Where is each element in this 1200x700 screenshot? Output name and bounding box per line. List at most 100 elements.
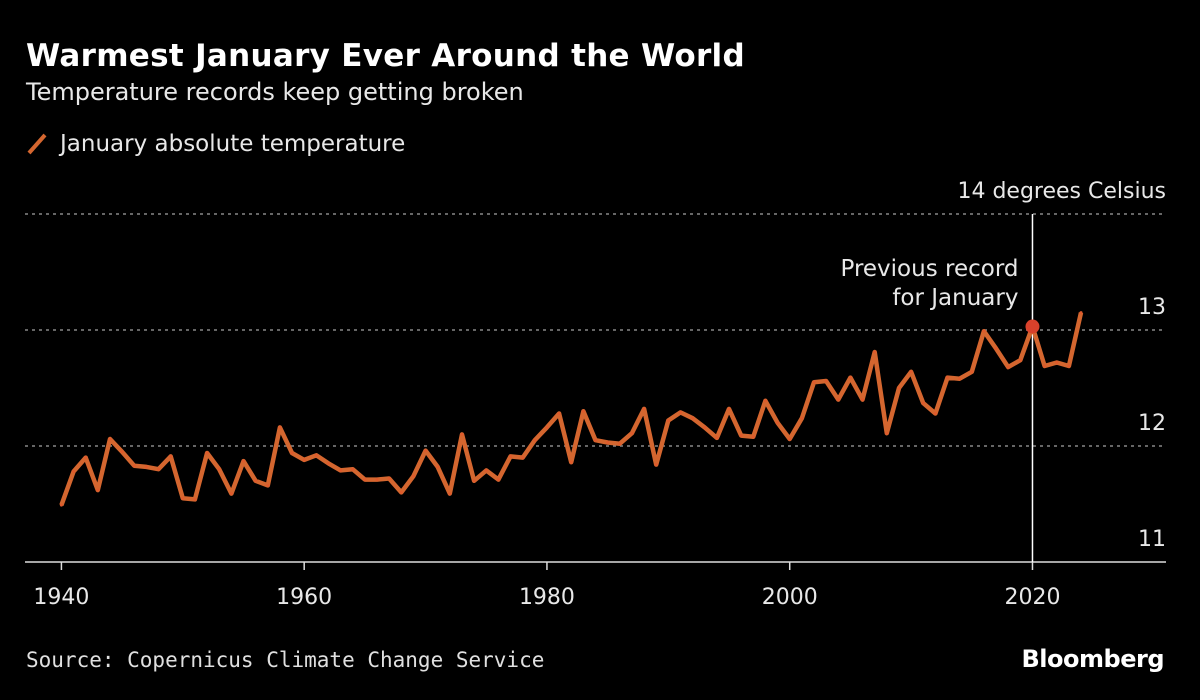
y-tick-label: 11 <box>1138 527 1166 552</box>
annotation-text-line1: Previous record <box>840 256 1018 282</box>
data-point <box>1079 311 1083 315</box>
data-point <box>533 438 537 442</box>
data-point <box>217 467 221 471</box>
data-point <box>157 467 161 471</box>
data-point <box>545 425 549 429</box>
data-point <box>800 416 804 420</box>
data-point <box>897 386 901 390</box>
data-point <box>824 379 828 383</box>
data-point <box>1055 360 1059 364</box>
data-point <box>921 401 925 405</box>
data-point <box>1006 365 1010 369</box>
annotation-text-line2: for January <box>892 285 1018 311</box>
data-point <box>703 425 707 429</box>
y-tick-label: 12 <box>1138 411 1166 436</box>
data-point <box>776 421 780 425</box>
data-point <box>958 377 962 381</box>
data-point <box>72 470 76 474</box>
data-point <box>509 454 513 458</box>
data-point <box>691 416 695 420</box>
data-point <box>436 465 440 469</box>
data-point <box>763 399 767 403</box>
data-point <box>84 456 88 460</box>
data-point <box>241 459 245 463</box>
data-point <box>666 418 670 422</box>
data-point <box>557 412 561 416</box>
data-point <box>848 376 852 380</box>
data-point <box>606 441 610 445</box>
data-point <box>678 410 682 414</box>
data-point <box>994 347 998 351</box>
data-point <box>302 458 306 462</box>
data-point <box>339 468 343 472</box>
data-point <box>290 451 294 455</box>
data-point <box>399 490 403 494</box>
data-point <box>861 398 865 402</box>
data-point <box>120 450 124 454</box>
data-point <box>278 425 282 429</box>
legend-label: January absolute temperature <box>60 131 406 157</box>
data-point <box>946 376 950 380</box>
data-point <box>484 468 488 472</box>
data-point <box>363 478 367 482</box>
data-point <box>909 370 913 374</box>
data-point <box>351 467 355 471</box>
bloomberg-logo: Bloomberg <box>1021 645 1165 673</box>
data-point <box>836 398 840 402</box>
data-point <box>788 437 792 441</box>
x-tick-label: 2000 <box>762 585 818 610</box>
x-tick-label: 1960 <box>276 585 332 610</box>
data-point <box>132 464 136 468</box>
legend-line-icon <box>27 133 47 155</box>
y-tick-label: 13 <box>1138 295 1166 320</box>
source-note: Source: Copernicus Climate Change Servic… <box>26 648 545 672</box>
data-point <box>812 380 816 384</box>
data-point <box>108 437 112 441</box>
data-point <box>751 435 755 439</box>
data-point <box>326 461 330 465</box>
legend: January absolute temperature <box>26 131 405 157</box>
data-point <box>229 492 233 496</box>
data-point <box>460 432 464 436</box>
data-point <box>1067 364 1071 368</box>
data-point <box>472 479 476 483</box>
data-point <box>970 370 974 374</box>
data-point <box>982 329 986 333</box>
data-point <box>715 436 719 440</box>
data-point <box>193 497 197 501</box>
data-point <box>169 454 173 458</box>
data-point <box>630 431 634 435</box>
x-tick-label: 2020 <box>1004 585 1060 610</box>
data-point <box>266 483 270 487</box>
record-marker <box>1025 319 1040 334</box>
data-point <box>144 465 148 469</box>
data-point <box>739 434 743 438</box>
data-point <box>618 442 622 446</box>
data-point <box>885 431 889 435</box>
data-point <box>375 478 379 482</box>
data-point <box>642 407 646 411</box>
chart-subtitle: Temperature records keep getting broken <box>26 78 524 106</box>
data-point <box>254 479 258 483</box>
chart-title: Warmest January Ever Around the World <box>26 38 745 74</box>
data-point <box>448 492 452 496</box>
data-point <box>59 503 63 507</box>
data-point <box>411 474 415 478</box>
data-point <box>181 496 185 500</box>
y-axis-label: 14 degrees Celsius <box>957 179 1166 204</box>
series-line <box>59 312 1084 506</box>
x-tick-label: 1940 <box>33 585 89 610</box>
data-point <box>933 412 937 416</box>
x-tick-label: 1980 <box>519 585 575 610</box>
data-point <box>727 407 731 411</box>
data-point <box>1018 358 1022 362</box>
data-point <box>424 449 428 453</box>
data-point <box>521 456 525 460</box>
data-point <box>314 453 318 457</box>
data-point <box>96 488 100 492</box>
data-point <box>581 409 585 413</box>
data-point <box>569 460 573 464</box>
data-point <box>873 350 877 354</box>
data-point <box>594 438 597 442</box>
